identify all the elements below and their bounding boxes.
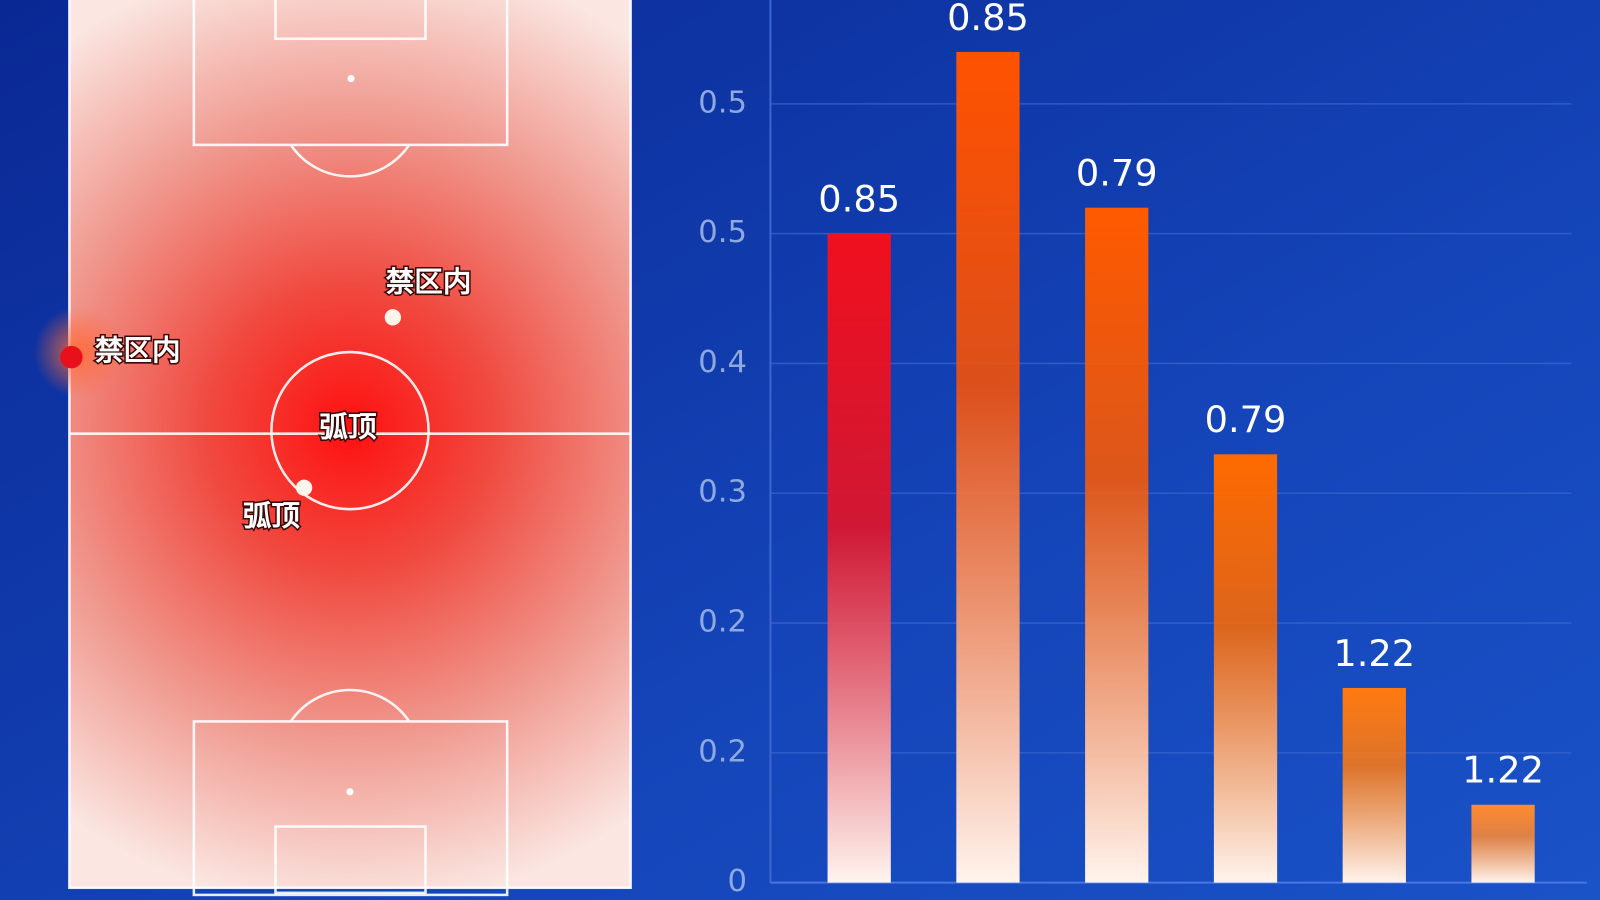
bar: [1085, 207, 1149, 883]
bar-annotation: 0.85: [818, 177, 900, 220]
pitch-label: 禁区内: [386, 265, 472, 299]
bar: [1342, 687, 1406, 883]
bar: [1213, 454, 1278, 883]
bar-annotation: 0.85: [947, 0, 1029, 39]
marker: [384, 309, 402, 326]
goal-area: [274, 825, 427, 895]
pitch: 禁区内 禁区内 弧顶 弧顶: [33, 0, 632, 897]
marker: [60, 345, 83, 369]
center-circle: [270, 350, 430, 511]
pitch-label: 弧顶: [319, 410, 377, 444]
pitch-label: 禁区内: [95, 333, 181, 367]
y-tick-label: 0: [727, 864, 746, 899]
heatmap: [69, 0, 631, 888]
penalty-arc: [289, 144, 411, 178]
marker: [295, 479, 313, 496]
pitch-outline: [68, 0, 632, 890]
bar: [827, 233, 891, 883]
y-tick-label: 0.4: [698, 345, 747, 380]
penalty-arc: [289, 688, 411, 723]
y-tick-label: 0.5: [698, 85, 747, 120]
pitch-label: 弧顶: [243, 498, 301, 532]
y-tick-label: 0.3: [698, 475, 747, 510]
penalty-spot: [347, 75, 355, 83]
penalty-box: [192, 0, 509, 147]
bar: [956, 51, 1020, 883]
y-tick-label: 0.2: [698, 734, 747, 769]
bar-annotation: 1.22: [1462, 749, 1544, 792]
bar-chart: 0 0.2 0.2 0.3 0.4 0.5 0.5 0.85 0.85 0.79 0.79 1.22 1…: [698, 0, 1587, 899]
penalty-spot: [346, 788, 354, 796]
y-tick-label: 0.5: [698, 215, 747, 250]
bar: [1471, 804, 1535, 883]
penalty-box: [192, 720, 509, 897]
y-tick-label: 0.2: [698, 605, 747, 640]
bar-annotation: 0.79: [1076, 152, 1158, 195]
bar-annotation: 0.79: [1205, 398, 1287, 441]
bar-annotation: 1.22: [1333, 632, 1415, 675]
goal-area: [274, 0, 427, 41]
